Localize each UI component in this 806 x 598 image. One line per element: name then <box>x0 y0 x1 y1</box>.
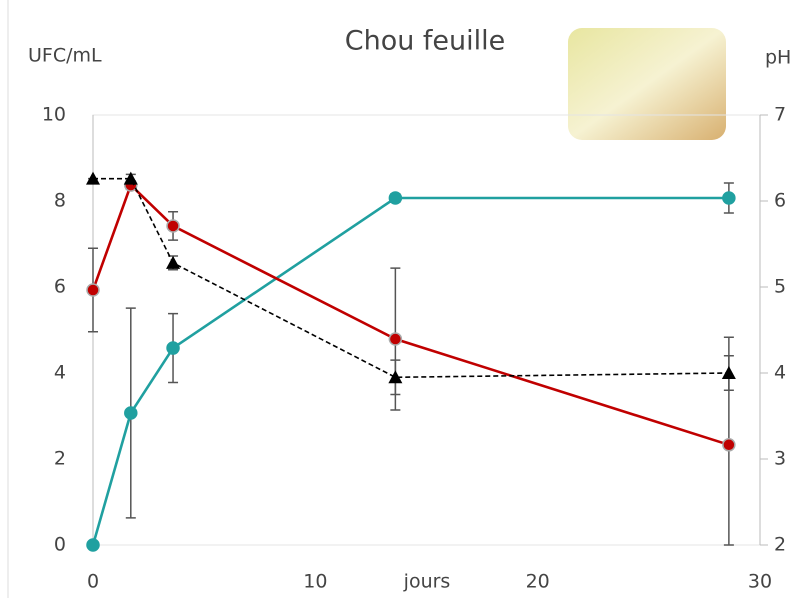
marker <box>86 538 100 552</box>
x-tick-label: 0 <box>87 571 99 593</box>
x-tick-label: 30 <box>748 571 772 593</box>
plot-frame <box>92 114 761 546</box>
x-tick-label: 20 <box>526 571 550 593</box>
y2-axis-title: pH <box>765 47 791 69</box>
marker <box>86 283 100 297</box>
y-tick-label: 2 <box>54 448 66 470</box>
marker <box>86 171 100 185</box>
food-photo <box>568 28 726 140</box>
y2-tick-label: 3 <box>774 448 786 470</box>
chart-title: Chou feuille <box>345 26 506 57</box>
series-line <box>93 177 729 379</box>
marker <box>388 370 403 384</box>
marker <box>166 219 180 233</box>
marker <box>123 171 138 185</box>
marker <box>721 366 736 379</box>
series-line <box>91 182 730 447</box>
x-axis-title: jours <box>403 571 451 593</box>
x-tick-label: 10 <box>303 571 327 593</box>
marker <box>388 332 403 346</box>
marker <box>166 255 181 269</box>
y2-tick-label: 5 <box>774 276 786 298</box>
marker <box>722 438 736 452</box>
y2-tick-label: 2 <box>774 534 786 556</box>
marker <box>388 191 403 205</box>
y-tick-label: 4 <box>54 362 66 384</box>
y-tick-label: 8 <box>54 190 66 212</box>
series-line <box>91 196 729 546</box>
y2-tick-label: 6 <box>774 190 786 212</box>
y-axis-title: UFC/mL <box>28 45 102 67</box>
y-tick-label: 6 <box>54 276 66 298</box>
y-tick-label: 10 <box>42 104 66 126</box>
marker <box>124 406 138 420</box>
y2-tick-label: 4 <box>774 362 786 384</box>
y-tick-label: 0 <box>54 534 66 556</box>
marker <box>722 191 736 205</box>
y2-tick-label: 7 <box>774 104 786 126</box>
marker <box>166 341 180 355</box>
